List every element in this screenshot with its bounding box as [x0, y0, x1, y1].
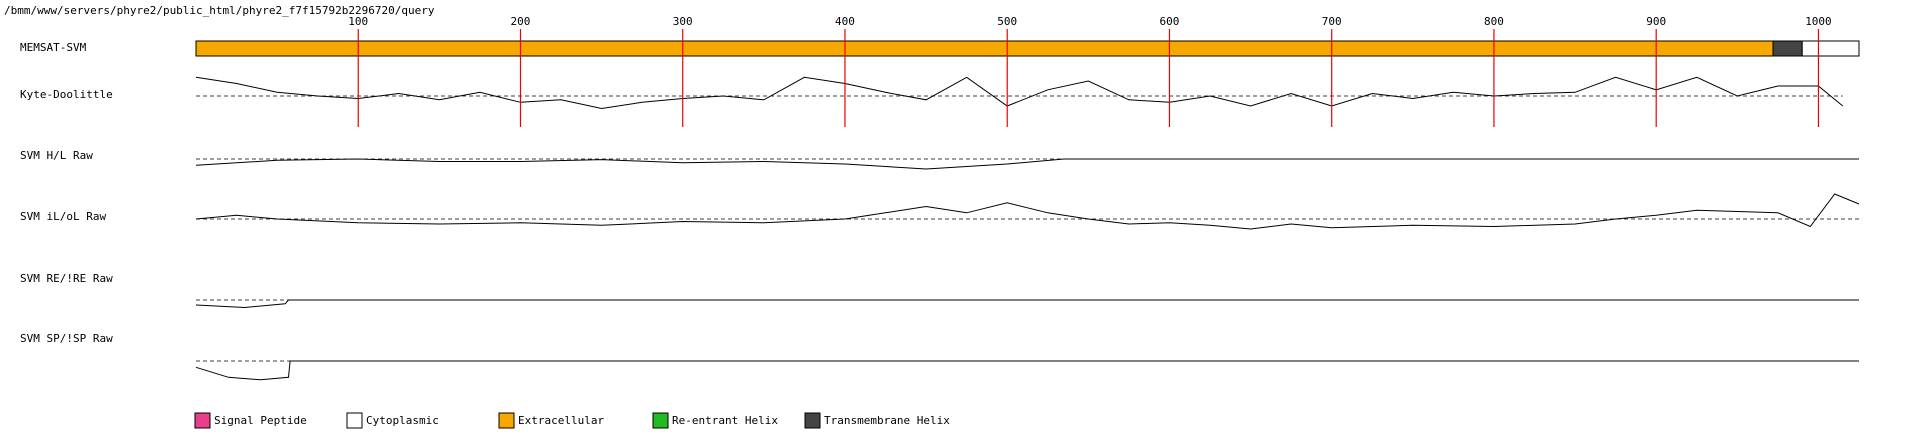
- x-tick-label: 700: [1322, 15, 1342, 28]
- track-line: [195, 299, 1859, 309]
- legend-swatch: [346, 412, 363, 429]
- x-tick-label: 300: [673, 15, 693, 28]
- track-line: [195, 76, 1844, 110]
- x-tick-label: 800: [1484, 15, 1504, 28]
- legend-swatch: [194, 412, 211, 429]
- legend-swatch: [652, 412, 669, 429]
- track-line: [195, 193, 1860, 230]
- x-tick-label: 200: [511, 15, 531, 28]
- x-tick-label: 900: [1646, 15, 1666, 28]
- legend-swatch: [804, 412, 821, 429]
- x-tick-label: 500: [997, 15, 1017, 28]
- track-line: [195, 360, 1859, 381]
- track-label: SVM H/L Raw: [20, 149, 93, 162]
- topology-segment: [1801, 40, 1860, 57]
- legend-label: Cytoplasmic: [366, 414, 439, 427]
- topology-segment: [1772, 40, 1803, 57]
- legend-label: Re-entrant Helix: [672, 414, 778, 427]
- file-path: /bmm/www/servers/phyre2/public_html/phyr…: [4, 4, 435, 17]
- track-label: Kyte-Doolittle: [20, 88, 113, 101]
- x-tick-label: 600: [1160, 15, 1180, 28]
- track-line: [195, 158, 1859, 170]
- x-tick-label: 100: [348, 15, 368, 28]
- track-label: MEMSAT-SVM: [20, 41, 87, 54]
- legend-label: Transmembrane Helix: [824, 414, 950, 427]
- legend-label: Extracellular: [518, 414, 604, 427]
- track-label: SVM RE/!RE Raw: [20, 272, 113, 285]
- track-label: SVM iL/oL Raw: [20, 210, 106, 223]
- x-tick-label: 400: [835, 15, 855, 28]
- legend-swatch: [498, 412, 515, 429]
- topology-segment: [195, 40, 1774, 57]
- x-tick-label: 1000: [1805, 15, 1832, 28]
- track-label: SVM SP/!SP Raw: [20, 332, 113, 345]
- legend-label: Signal Peptide: [214, 414, 307, 427]
